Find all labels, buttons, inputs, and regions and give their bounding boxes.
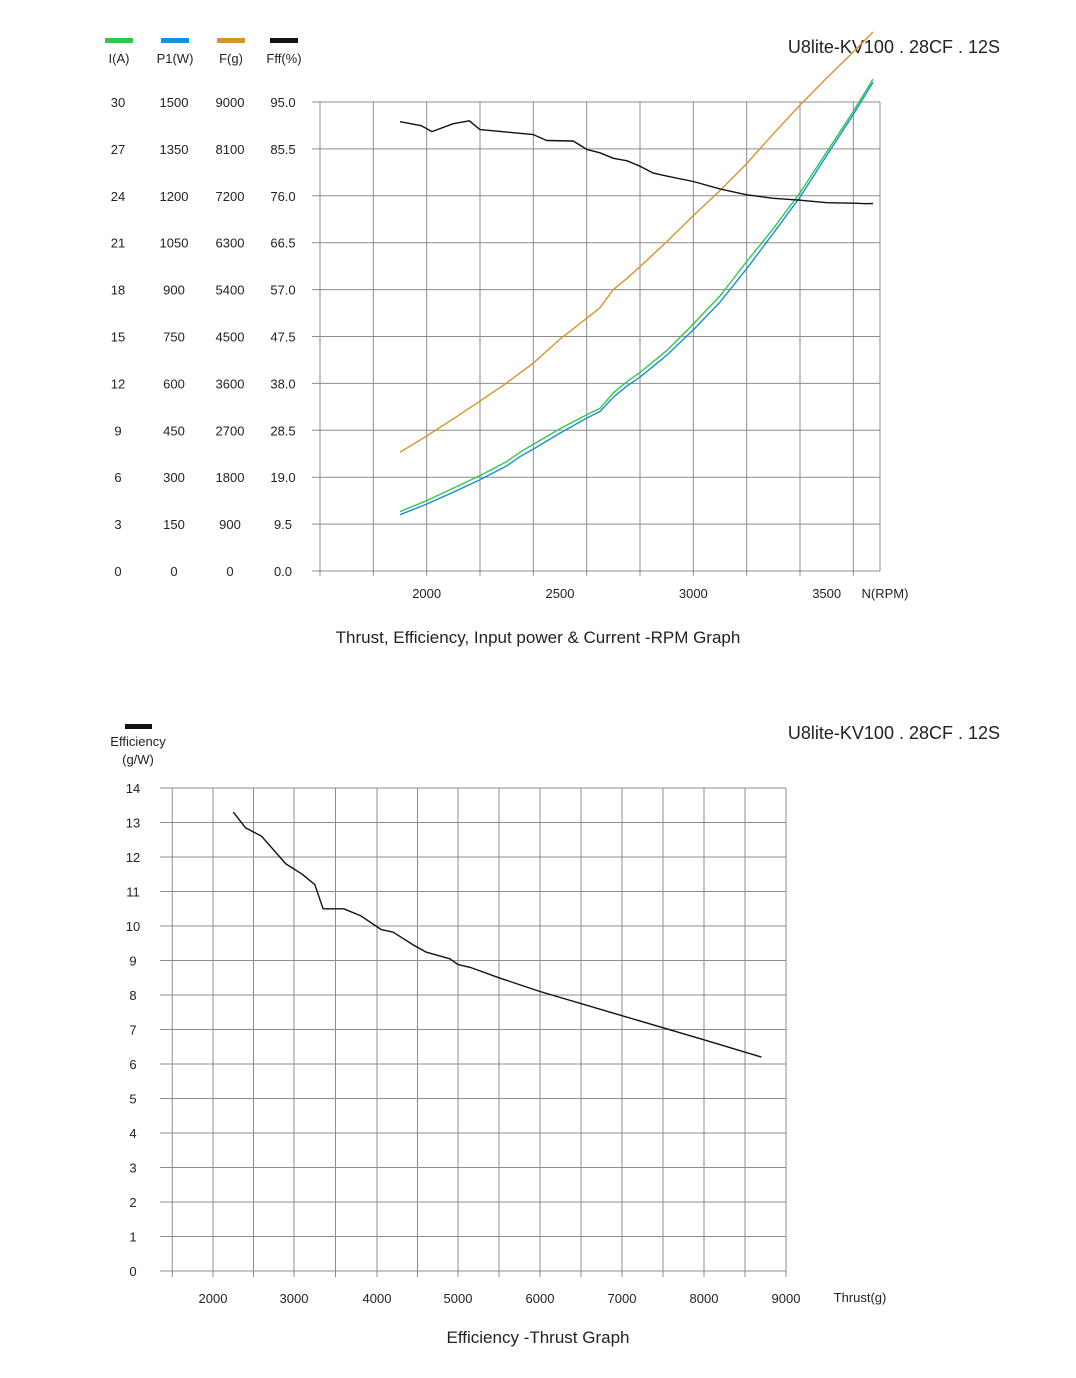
chart-title: U8lite-KV100 . 28CF . 12S <box>788 37 1000 57</box>
y-tick-label-2: 0 <box>226 564 233 579</box>
y-tick-label-0: 27 <box>111 142 125 157</box>
y-tick-label-1: 1200 <box>160 189 189 204</box>
y-tick-label-1: 150 <box>163 517 185 532</box>
y-tick-label-0: 3 <box>114 517 121 532</box>
legend-label-0: I(A) <box>109 51 130 66</box>
y-tick-label-2: 8100 <box>216 142 245 157</box>
legend-label: Efficiency <box>110 734 166 749</box>
y-tick-label-1: 1500 <box>160 95 189 110</box>
y-tick-label-1: 600 <box>163 376 185 391</box>
x-tick-label: 4000 <box>363 1291 392 1306</box>
legend-swatch-0 <box>105 38 133 43</box>
legend-label-2: F(g) <box>219 51 243 66</box>
y-tick-label-3: 57.0 <box>270 283 295 298</box>
legend-swatch-1 <box>161 38 189 43</box>
y-tick-label-2: 900 <box>219 517 241 532</box>
y-tick-label: 8 <box>129 988 136 1003</box>
y-tick-label-3: 28.5 <box>270 423 295 438</box>
chart-caption: Efficiency -Thrust Graph <box>447 1328 630 1347</box>
y-tick-label-1: 1050 <box>160 236 189 251</box>
legend-label-1: P1(W) <box>157 51 194 66</box>
y-tick-label: 11 <box>126 885 140 900</box>
y-tick-label-0: 6 <box>114 470 121 485</box>
efficiency-thrust-chart: U8lite-KV100 . 28CF . 12S Efficiency (g/W)… <box>110 723 1000 1347</box>
series-line-2 <box>399 31 874 453</box>
chart-caption: Thrust, Efficiency, Input power & Curren… <box>336 628 741 647</box>
y-tick-label-0: 24 <box>111 189 125 204</box>
y-tick-label-0: 12 <box>111 376 125 391</box>
y-tick-label: 12 <box>126 850 140 865</box>
x-tick-label: 8000 <box>690 1291 719 1306</box>
y-tick-label-3: 85.5 <box>270 142 295 157</box>
y-tick-label: 14 <box>126 781 140 796</box>
series-line-0 <box>232 811 762 1058</box>
y-tick-label-1: 900 <box>163 283 185 298</box>
y-tick-label-2: 9000 <box>216 95 245 110</box>
x-tick-label: 5000 <box>444 1291 473 1306</box>
y-tick-label-1: 450 <box>163 423 185 438</box>
y-tick-label-3: 38.0 <box>270 376 295 391</box>
y-tick-label-1: 1350 <box>160 142 189 157</box>
x-tick-label: 9000 <box>772 1291 801 1306</box>
legend-swatch-3 <box>270 38 298 43</box>
y-tick-label: 13 <box>126 816 140 831</box>
y-tick-label-3: 95.0 <box>270 95 295 110</box>
x-tick-label: 2500 <box>546 586 575 601</box>
x-tick-label: 3500 <box>812 586 841 601</box>
y-tick-label: 7 <box>129 1023 136 1038</box>
y-tick-label-0: 9 <box>114 423 121 438</box>
x-tick-label: 3000 <box>280 1291 309 1306</box>
y-tick-label-3: 47.5 <box>270 330 295 345</box>
y-tick-label: 5 <box>129 1092 136 1107</box>
y-tick-label-2: 7200 <box>216 189 245 204</box>
chart-title: U8lite-KV100 . 28CF . 12S <box>788 723 1000 743</box>
legend-unit: (g/W) <box>122 752 154 767</box>
x-axis-label: Thrust(g) <box>834 1290 887 1305</box>
y-tick-label: 9 <box>129 954 136 969</box>
y-tick-label-0: 15 <box>111 330 125 345</box>
series-line-3 <box>399 120 874 205</box>
legend-swatch-2 <box>217 38 245 43</box>
y-tick-label: 4 <box>129 1126 136 1141</box>
y-tick-label: 2 <box>129 1195 136 1210</box>
y-tick-label: 3 <box>129 1161 136 1176</box>
y-tick-label-0: 0 <box>114 564 121 579</box>
y-tick-label: 10 <box>126 919 140 934</box>
y-tick-label-3: 66.5 <box>270 236 295 251</box>
rpm-chart: U8lite-KV100 . 28CF . 12S I(A) P1(W) F(g) Ff… <box>105 31 1000 647</box>
series-line-0 <box>399 78 874 513</box>
x-tick-label: 7000 <box>608 1291 637 1306</box>
y-tick-label-1: 750 <box>163 330 185 345</box>
y-tick-label-2: 4500 <box>216 330 245 345</box>
y-tick-label-2: 5400 <box>216 283 245 298</box>
y-tick-label: 0 <box>129 1264 136 1279</box>
x-tick-label: 2000 <box>412 586 441 601</box>
y-tick-label-0: 18 <box>111 283 125 298</box>
y-tick-label-1: 0 <box>170 564 177 579</box>
y-tick-label-0: 21 <box>111 236 125 251</box>
y-tick-label-2: 1800 <box>216 470 245 485</box>
series-line-1 <box>399 81 874 516</box>
x-tick-label: 2000 <box>199 1291 228 1306</box>
y-tick-label: 6 <box>129 1057 136 1072</box>
y-tick-label-3: 0.0 <box>274 564 292 579</box>
x-tick-label: 6000 <box>526 1291 555 1306</box>
y-tick-label-3: 76.0 <box>270 189 295 204</box>
y-tick-label-3: 9.5 <box>274 517 292 532</box>
legend-swatch <box>125 724 152 729</box>
y-tick-label-3: 19.0 <box>270 470 295 485</box>
y-tick-label-0: 30 <box>111 95 125 110</box>
y-tick-label-2: 2700 <box>216 423 245 438</box>
legend-label-3: Fff(%) <box>266 51 301 66</box>
y-tick-label-1: 300 <box>163 470 185 485</box>
y-tick-label-2: 6300 <box>216 236 245 251</box>
x-axis-label: N(RPM) <box>862 586 909 601</box>
y-tick-label: 1 <box>129 1230 136 1245</box>
y-tick-label-2: 3600 <box>216 376 245 391</box>
x-tick-label: 3000 <box>679 586 708 601</box>
